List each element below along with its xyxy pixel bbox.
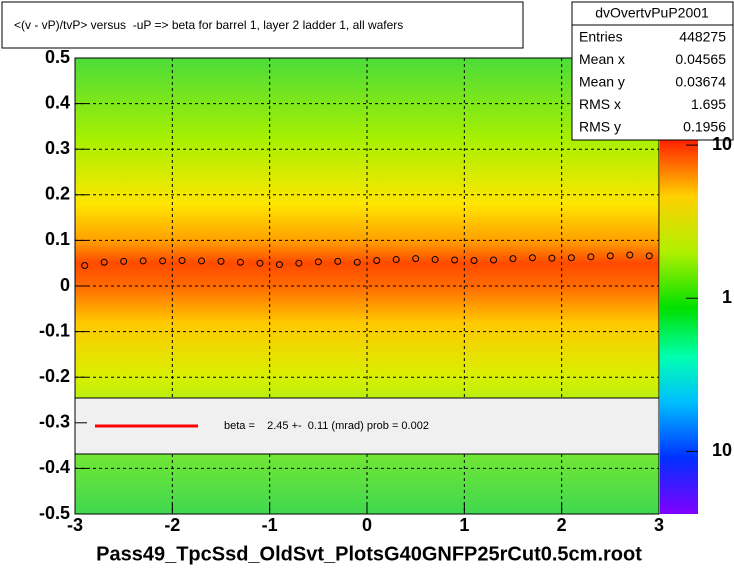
stats-label: Entries [579,29,623,45]
y-tick-label: 0.1 [45,229,70,249]
x-tick-label: -1 [262,515,278,535]
stats-label: Mean y [579,74,625,90]
profile-point [198,257,206,265]
x-tick-label: -2 [164,515,180,535]
stats-label: RMS x [579,96,621,112]
y-tick-label: 0.4 [45,92,70,112]
y-tick-label: 0.5 [45,47,70,67]
profile-point [81,261,89,269]
stats-title: dvOvertvPuP2001 [595,5,709,21]
profile-point [217,257,225,265]
profile-point [451,256,459,264]
x-tick-label: 0 [362,515,372,535]
profile-point [159,257,167,265]
z-tick-label: 10 [712,134,732,154]
profile-point [490,256,498,264]
profile-point [178,256,186,264]
profile-point [412,255,420,263]
z-tick-label: 1 [722,287,732,307]
title-box [1,1,524,49]
stats-value: 1.695 [691,96,726,112]
y-tick-label: 0.2 [45,184,70,204]
profile-point [275,261,283,269]
x-tick-label: 1 [459,515,469,535]
profile-point [645,252,653,260]
stats-value: 0.04565 [675,51,726,67]
profile-point [567,254,575,262]
profile-point [353,258,361,266]
footer: Pass49_TpcSsd_OldSvt_PlotsG40GNFP25rCut0… [96,543,642,565]
profile-point [120,257,128,265]
profile-point [139,257,147,265]
x-tick-label: 3 [654,515,664,535]
chart-title: <(v - vP)/tvP> versus -uP => beta for ba… [14,18,403,32]
color-palette [660,140,698,514]
y-tick-label: 0.3 [45,138,70,158]
profile-point [100,258,108,266]
stats-value: 0.03674 [675,74,726,90]
profile-point [314,258,322,266]
y-tick-label: 0 [60,275,70,295]
fit-label: beta = 2.45 +- 0.11 (mrad) prob = 0.002 [224,420,429,432]
y-tick-label: -0.3 [39,412,70,432]
y-tick-label: -0.4 [39,457,70,477]
profile-point [431,256,439,264]
x-tick-label: 2 [557,515,567,535]
z-tick-label: 10 [712,440,732,460]
profile-point [509,255,517,263]
stats-label: Mean x [579,51,625,67]
profile-point [295,259,303,267]
profile-point [528,254,536,262]
stats-label: RMS y [579,119,621,135]
profile-point [470,256,478,264]
profile-point [373,256,381,264]
profile-point [392,256,400,264]
profile-point [334,257,342,265]
profile-point [587,253,595,261]
x-tick-label: -3 [67,515,83,535]
stats-value: 448275 [679,29,726,45]
y-tick-label: -0.1 [39,320,70,340]
profile-point [606,252,614,260]
profile-point [626,251,634,259]
profile-point [548,254,556,262]
y-tick-label: -0.5 [39,503,70,523]
stats-value: 0.1956 [683,119,726,135]
profile-point [256,259,264,267]
profile-point [236,258,244,266]
y-tick-label: -0.2 [39,366,70,386]
